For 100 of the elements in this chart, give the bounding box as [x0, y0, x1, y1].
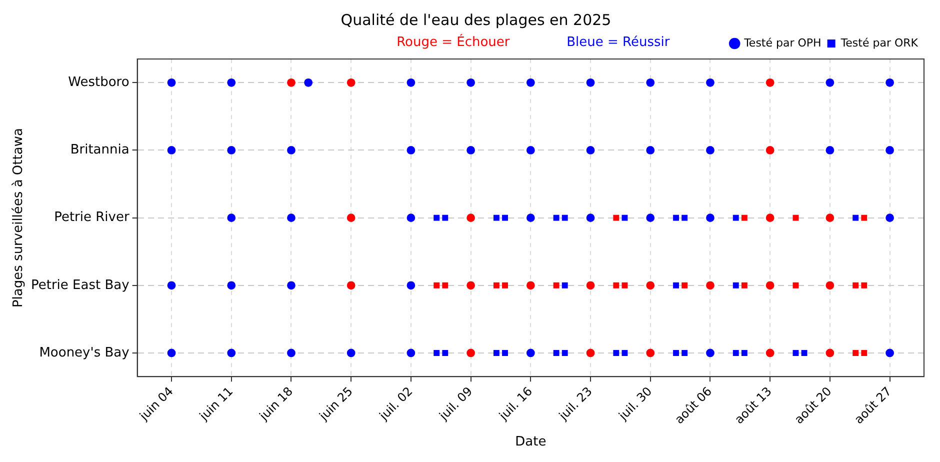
point — [886, 146, 894, 154]
point — [346, 281, 356, 290]
point — [502, 214, 508, 221]
point — [673, 214, 679, 221]
point — [861, 282, 868, 288]
point — [434, 350, 440, 356]
point — [502, 282, 508, 288]
point — [682, 350, 688, 356]
point — [613, 282, 620, 288]
category-label: Britannia — [70, 142, 130, 158]
point — [442, 350, 448, 356]
point — [706, 146, 714, 154]
point — [706, 78, 714, 87]
point — [826, 214, 834, 222]
point — [886, 348, 894, 358]
point — [167, 78, 176, 87]
point — [766, 214, 774, 222]
point — [861, 214, 868, 221]
point — [287, 146, 296, 154]
point — [406, 214, 416, 222]
category-label: Petrie East Bay — [30, 278, 130, 293]
point — [562, 350, 568, 356]
point — [466, 78, 476, 87]
point — [741, 350, 748, 356]
point — [287, 78, 296, 87]
point — [526, 214, 535, 222]
point — [586, 281, 595, 290]
point — [526, 348, 535, 358]
point — [732, 350, 739, 356]
point — [613, 214, 620, 221]
point — [673, 350, 679, 356]
point — [227, 348, 236, 358]
point — [287, 214, 296, 222]
point — [493, 214, 500, 221]
point — [553, 214, 560, 221]
point — [673, 282, 679, 288]
point — [227, 281, 236, 290]
point — [886, 78, 894, 87]
point — [766, 281, 774, 290]
point — [766, 348, 774, 358]
point — [304, 78, 313, 87]
point — [586, 146, 595, 154]
point — [227, 214, 236, 222]
point — [646, 348, 655, 358]
point — [493, 350, 500, 356]
point — [586, 348, 595, 358]
category-label: Petrie River — [54, 210, 130, 226]
point — [586, 214, 595, 222]
point — [741, 282, 748, 288]
point — [706, 348, 714, 358]
point — [553, 282, 560, 288]
point — [167, 146, 176, 154]
x-axis-title: Date — [515, 434, 546, 450]
point — [586, 78, 595, 87]
point — [766, 78, 774, 87]
point — [706, 281, 714, 290]
text: Rouge = Échouer — [396, 32, 510, 50]
point — [406, 146, 416, 154]
category-label: Mooney's Bay — [39, 345, 130, 360]
point — [826, 78, 834, 87]
x-tick-label: juil. 09 — [436, 384, 476, 424]
point — [346, 214, 356, 222]
point — [852, 214, 859, 221]
point — [646, 214, 655, 222]
point — [287, 348, 296, 358]
point — [801, 350, 808, 356]
point — [287, 281, 296, 290]
point — [826, 146, 834, 154]
point — [406, 78, 416, 87]
point — [852, 350, 859, 356]
point — [227, 146, 236, 154]
chart-title: Qualité de l'eau des plages en 2025 — [340, 10, 612, 29]
point — [466, 146, 476, 154]
x-tick-label: juil. 23 — [556, 384, 595, 424]
point — [406, 281, 416, 290]
point — [562, 282, 568, 288]
x-tick-label: juil. 30 — [615, 384, 655, 424]
point — [406, 348, 416, 358]
point — [622, 282, 628, 288]
point — [741, 214, 748, 221]
point — [526, 146, 535, 154]
point — [442, 282, 448, 288]
point — [732, 214, 739, 221]
point — [346, 348, 356, 358]
point — [852, 282, 859, 288]
point — [861, 350, 868, 356]
point — [766, 146, 774, 154]
point — [346, 78, 356, 87]
point — [682, 214, 688, 221]
point — [646, 146, 655, 154]
point — [227, 78, 236, 87]
point — [646, 281, 655, 290]
point — [613, 350, 620, 356]
point — [167, 348, 176, 358]
point — [526, 281, 535, 290]
point — [622, 214, 628, 221]
legend-label: Testé par ORK — [840, 36, 919, 50]
point — [562, 214, 568, 221]
point — [886, 214, 894, 222]
point — [826, 348, 834, 358]
